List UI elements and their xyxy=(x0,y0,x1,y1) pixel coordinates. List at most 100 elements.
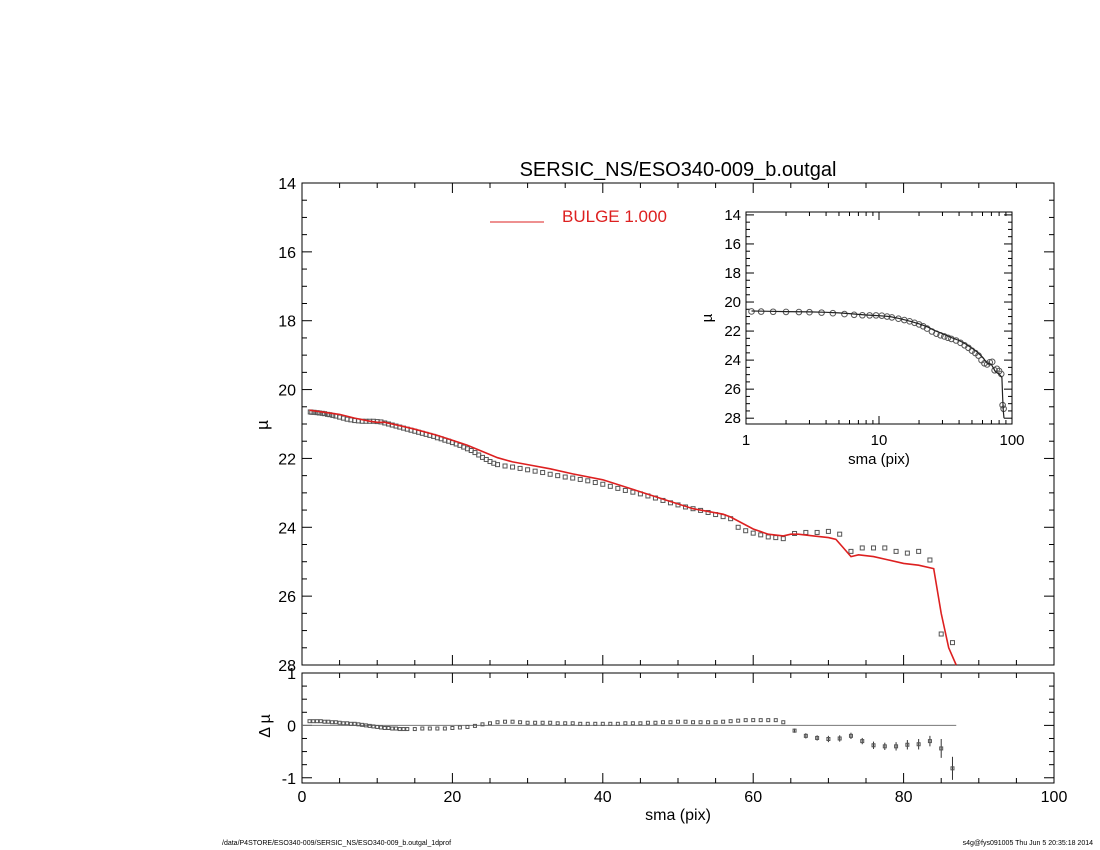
residual-data-point xyxy=(390,726,395,731)
main-data-point xyxy=(837,531,843,537)
main-data-point xyxy=(502,463,508,469)
residual-data-point xyxy=(435,726,440,731)
x-tick-label: 80 xyxy=(895,789,913,806)
residual-data-point xyxy=(585,721,590,726)
residual-data-point xyxy=(322,719,327,724)
residual-data-point xyxy=(401,727,406,732)
main-data-point xyxy=(848,548,854,554)
inset-log-plot: 1 10 100 14 16 18 20 22 24 26 28 sma (pix) µ xyxy=(699,207,1025,468)
main-data-point xyxy=(735,524,741,530)
main-data-point xyxy=(814,529,820,535)
residual-data-point xyxy=(826,737,831,741)
residual-data-point xyxy=(525,720,530,725)
residual-data-point xyxy=(397,727,402,732)
main-data-point xyxy=(893,548,899,554)
residual-data-point xyxy=(495,720,500,725)
main-data-point xyxy=(585,478,591,484)
main-data-point xyxy=(949,640,955,646)
main-data-point xyxy=(916,548,922,554)
residual-data-point xyxy=(815,735,820,740)
residual-data-point xyxy=(758,718,763,723)
inset-x-tick-label: 10 xyxy=(871,432,888,449)
residual-data-point xyxy=(660,720,665,725)
residual-data-point xyxy=(860,739,865,744)
inset-model-line xyxy=(751,310,1005,419)
main-data-point xyxy=(525,467,531,473)
residual-data-point xyxy=(728,719,733,724)
residual-data-point xyxy=(630,721,635,726)
main-data-point xyxy=(510,464,516,470)
residual-data-point xyxy=(781,720,786,725)
main-data-point xyxy=(532,468,538,474)
residual-data-point xyxy=(905,742,910,747)
main-data-point xyxy=(517,465,523,471)
main-y-tick-label: 18 xyxy=(278,314,296,331)
main-data-point xyxy=(495,462,501,468)
residual-data-point xyxy=(623,721,628,726)
residual-y-tick-label: 0 xyxy=(287,718,296,735)
main-data-point xyxy=(562,474,568,480)
residual-data-point xyxy=(645,720,650,725)
residual-data-point xyxy=(412,727,417,732)
residual-data-point xyxy=(457,725,462,730)
main-data-point xyxy=(882,545,888,551)
main-data-point xyxy=(615,485,621,491)
residual-data-point xyxy=(533,720,538,725)
residual-data-point xyxy=(363,723,368,728)
residual-data-point xyxy=(450,726,455,730)
inset-y-tick-label: 18 xyxy=(724,265,741,282)
inset-x-tick-label: 1 xyxy=(742,432,750,449)
residual-data-point xyxy=(465,724,470,729)
residual-data-point xyxy=(743,718,748,723)
main-data-point xyxy=(904,550,910,556)
residual-data-point xyxy=(939,746,944,751)
main-data-point xyxy=(570,475,576,481)
main-data-point xyxy=(622,487,628,493)
inset-y-tick-label: 16 xyxy=(724,236,741,253)
residual-data-point xyxy=(311,719,316,724)
x-tick-label: 0 xyxy=(298,789,307,806)
residual-data-point xyxy=(668,720,673,725)
residual-data-point xyxy=(318,719,323,724)
residual-data-point xyxy=(766,718,771,723)
x-tick-label: 20 xyxy=(444,789,462,806)
residual-data-point xyxy=(894,744,899,749)
main-y-tick-label: 28 xyxy=(278,658,296,675)
residual-data-point xyxy=(882,744,887,749)
residual-data-point xyxy=(420,726,425,731)
residual-data-point xyxy=(371,724,376,729)
main-data-point xyxy=(780,536,786,542)
chart-title: SERSIC_NS/ESO340-009_b.outgal xyxy=(520,159,837,181)
residual-data-point xyxy=(518,720,523,725)
main-data-point xyxy=(859,545,865,551)
main-data-point xyxy=(773,535,779,541)
main-data-point xyxy=(592,480,598,486)
main-data-point xyxy=(600,481,606,487)
residual-data-point xyxy=(683,719,688,724)
main-data-point xyxy=(927,557,933,563)
main-data-point xyxy=(540,470,546,476)
residual-data-point xyxy=(871,743,876,748)
residual-data-point xyxy=(608,721,613,726)
residual-data-point xyxy=(510,719,515,724)
legend-label: BULGE 1.000 xyxy=(562,207,667,226)
main-data-point xyxy=(938,631,944,637)
residual-data-point xyxy=(540,720,545,725)
residual-data-point xyxy=(736,718,741,723)
main-data-point xyxy=(555,473,561,479)
residual-data-point xyxy=(337,720,342,725)
residual-data-point xyxy=(503,719,508,724)
residual-data-point xyxy=(713,720,718,725)
residual-data-point xyxy=(803,733,808,738)
residual-data-point xyxy=(307,719,312,724)
main-y-tick-label: 22 xyxy=(278,451,296,468)
main-y-tick-label: 16 xyxy=(278,245,296,262)
residual-data-point xyxy=(698,720,703,725)
inset-x-axis-label: sma (pix) xyxy=(848,451,910,468)
main-y-axis-label: µ xyxy=(253,420,272,430)
residual-data-point xyxy=(378,725,383,730)
inset-y-tick-label: 20 xyxy=(724,294,741,311)
residual-data-point xyxy=(570,721,575,726)
residual-data-point xyxy=(916,742,921,747)
